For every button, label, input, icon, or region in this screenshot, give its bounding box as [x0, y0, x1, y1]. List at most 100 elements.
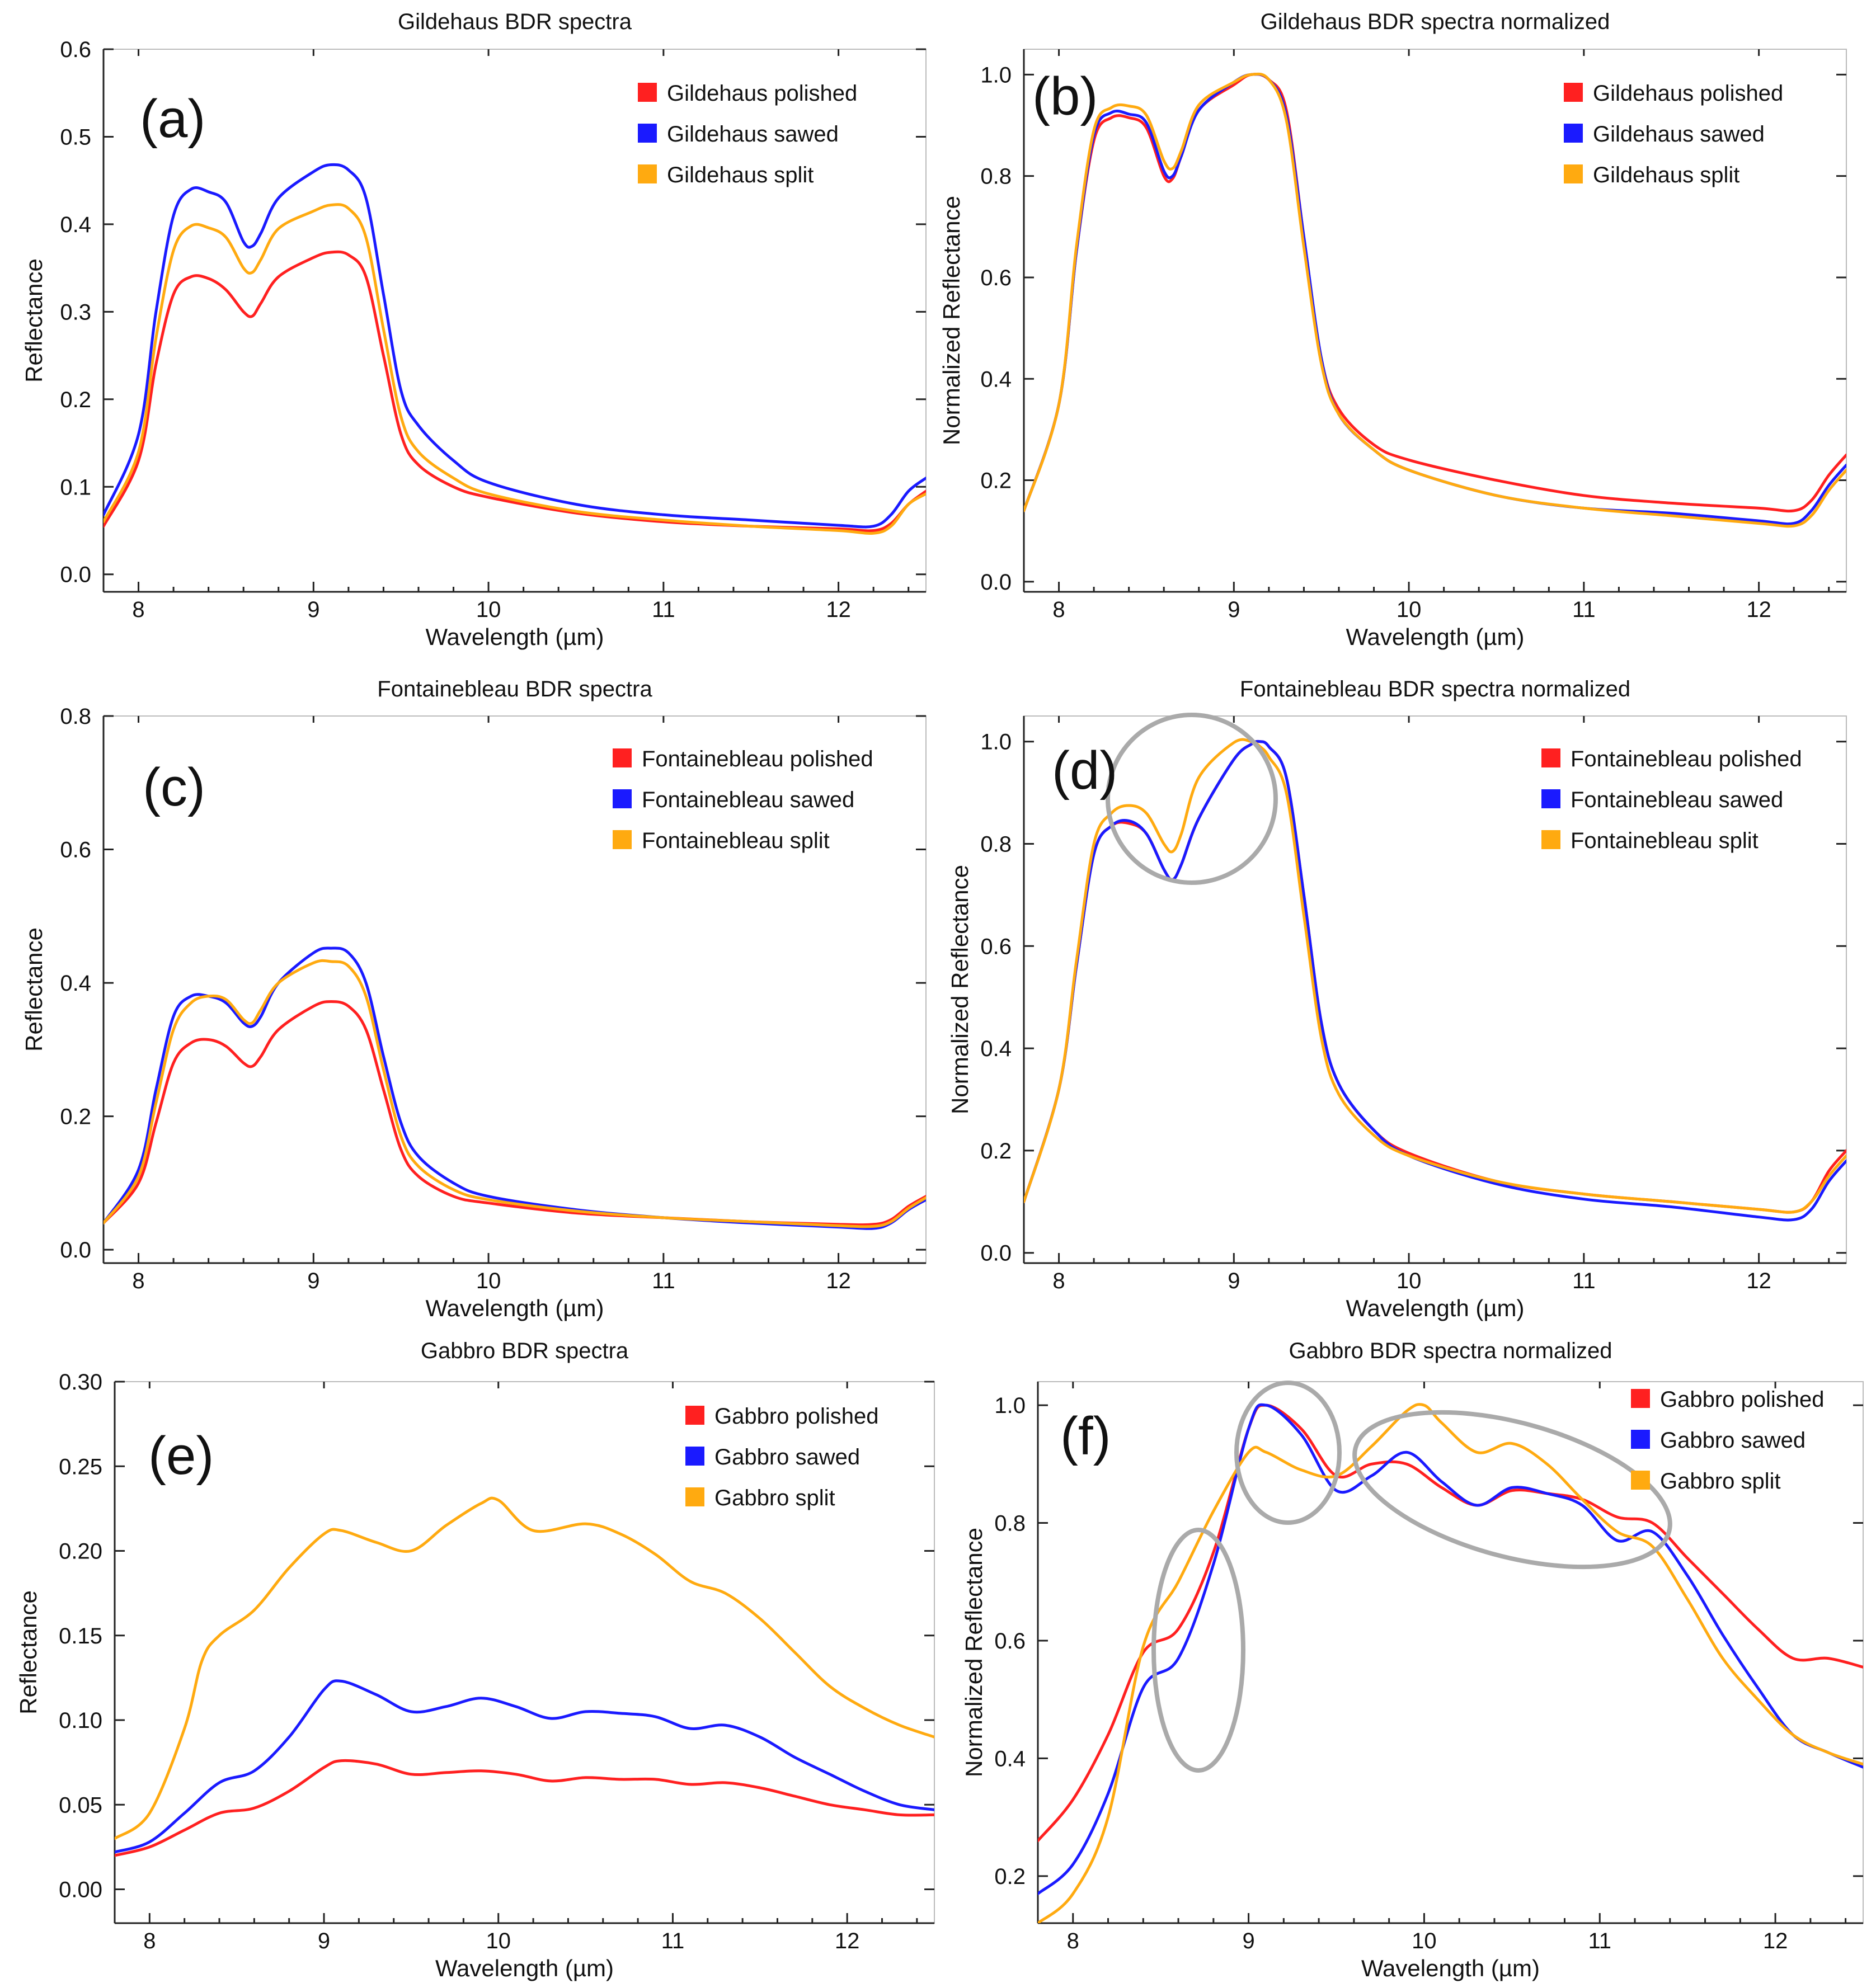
y-tick-label: 1.0 — [994, 1393, 1026, 1418]
legend-entry: Gabbro split — [1660, 1469, 1781, 1494]
legend-swatch — [1631, 1471, 1650, 1490]
y-tick-label: 0.30 — [59, 1370, 102, 1395]
x-tick-label: 8 — [132, 597, 144, 622]
legend-entry: Fontainebleau sawed — [642, 788, 854, 812]
y-tick-label: 0.1 — [60, 475, 91, 500]
x-tick-label: 8 — [1052, 1269, 1065, 1293]
x-tick-label: 12 — [1763, 1929, 1788, 1953]
x-tick-label: 12 — [826, 1269, 851, 1293]
y-tick-label: 0.5 — [60, 125, 91, 149]
x-tick-label: 8 — [143, 1929, 156, 1953]
chart-panel-a: Gildehaus BDR spectra 8 9 10 11 12 0.0 0.1 0.2 0.… — [21, 10, 927, 650]
y-tick-label: 1.0 — [980, 63, 1012, 87]
x-tick-label: 11 — [1588, 1929, 1611, 1953]
series-group — [1024, 72, 1846, 528]
series-line-fontainebleau-sawed — [1024, 739, 1846, 1222]
x-axis-label: Wavelength (µm) — [1361, 1955, 1540, 1981]
y-tick-label: 0.0 — [980, 570, 1012, 595]
y-axis-label: Reflectance — [21, 927, 47, 1052]
y-tick-label: 0.3 — [60, 300, 91, 324]
series-line-fontainebleau-split — [1024, 738, 1846, 1214]
legend-swatch — [685, 1487, 704, 1506]
legend: Gabbro polished Gabbro sawed Gabbro split — [1631, 1387, 1825, 1494]
legend-entry: Gildehaus split — [667, 163, 814, 187]
series-line-gildehaus-polished — [104, 250, 926, 533]
y-tick-label: 0.6 — [994, 1629, 1026, 1654]
y-tick-label: 0.8 — [980, 164, 1012, 189]
highlight-ellipse — [1106, 713, 1278, 885]
panel-tag: (d) — [1052, 741, 1117, 800]
y-axis-label: Normalized Reflectance — [947, 865, 973, 1114]
y-tick-label: 0.25 — [59, 1454, 102, 1479]
legend-swatch — [685, 1447, 704, 1466]
y-tick-label: 0.05 — [59, 1793, 102, 1817]
legend-entry: Gabbro sawed — [1660, 1428, 1806, 1453]
series-line-gabbro-split — [1038, 1403, 1863, 1923]
y-tick-label: 0.4 — [994, 1746, 1026, 1771]
chart-panel-d: Fontainebleau BDR spectra normalized 8 9 10… — [947, 677, 1847, 1321]
x-tick-label: 11 — [652, 597, 675, 622]
y-tick-label: 0.0 — [60, 563, 91, 587]
series-group — [1038, 1403, 1863, 1923]
legend-swatch — [638, 124, 657, 143]
y-tick-label: 0.4 — [980, 367, 1012, 392]
x-tick-label: 12 — [1746, 597, 1771, 622]
y-tick-label: 0.8 — [60, 704, 91, 729]
y-tick-label: 0.15 — [59, 1624, 102, 1648]
y-tick-label: 0.4 — [60, 971, 91, 996]
legend-entry: Gildehaus sawed — [1593, 122, 1765, 147]
panel-tag: (b) — [1032, 67, 1098, 126]
legend-entry: Gildehaus split — [1593, 163, 1739, 187]
series-line-gabbro-sawed — [1038, 1403, 1863, 1895]
chart-panel-b: Gildehaus BDR spectra normalized 8 9 10 11 12… — [938, 10, 1847, 650]
y-tick-label: 0.2 — [980, 469, 1012, 493]
x-tick-label: 9 — [307, 1269, 319, 1293]
x-tick-label: 9 — [307, 597, 319, 622]
y-tick-label: 0.4 — [980, 1037, 1012, 1061]
y-tick-label: 0.2 — [60, 1105, 91, 1129]
x-tick-label: 10 — [1412, 1929, 1437, 1953]
y-axis-label: Normalized Reflectance — [961, 1528, 987, 1777]
panel-tag: (a) — [140, 89, 205, 149]
y-axis-label: Normalized Reflectance — [938, 196, 965, 445]
x-axis-label: Wavelength (µm) — [1346, 1295, 1524, 1321]
series-line-gabbro-sawed — [115, 1679, 934, 1854]
x-axis-label: Wavelength (µm) — [425, 1295, 604, 1321]
legend-swatch — [685, 1406, 704, 1425]
y-tick-label: 0.8 — [980, 832, 1012, 857]
chart-title: Gabbro BDR spectra normalized — [1289, 1339, 1612, 1363]
y-tick-label: 0.6 — [60, 37, 91, 62]
legend-swatch — [638, 164, 657, 183]
series-line-gabbro-polished — [115, 1759, 934, 1857]
chart-panel-e: Gabbro BDR spectra 8 9 10 11 12 0.00 0.05 0.10 0.… — [15, 1339, 935, 1981]
series-group — [104, 946, 926, 1230]
chart-title: Gildehaus BDR spectra — [398, 10, 632, 34]
legend-entry: Fontainebleau polished — [1571, 747, 1802, 771]
x-tick-label: 9 — [318, 1929, 330, 1953]
x-tick-label: 10 — [1397, 1269, 1422, 1293]
chart-title: Gabbro BDR spectra — [421, 1339, 629, 1363]
y-tick-label: 1.0 — [980, 730, 1012, 755]
legend-swatch — [1541, 830, 1560, 849]
x-tick-label: 10 — [486, 1929, 511, 1953]
legend-swatch — [1564, 164, 1583, 183]
y-tick-label: 0.0 — [60, 1238, 91, 1263]
legend: Fontainebleau polished Fontainebleau sawe… — [613, 747, 873, 853]
legend: Gildehaus polished Gildehaus sawed Gildeha… — [1564, 81, 1783, 187]
series-line-gildehaus-sawed — [104, 163, 926, 529]
y-tick-label: 0.6 — [980, 934, 1012, 959]
legend-entry: Fontainebleau sawed — [1571, 788, 1783, 812]
y-axis-label: Reflectance — [15, 1590, 41, 1714]
y-tick-label: 0.20 — [59, 1539, 102, 1564]
y-tick-label: 0.2 — [60, 388, 91, 412]
legend: Gabbro polished Gabbro sawed Gabbro split — [685, 1404, 879, 1510]
y-tick-label: 0.6 — [980, 266, 1012, 290]
legend-entry: Gabbro polished — [1660, 1387, 1825, 1412]
x-axis-label: Wavelength (µm) — [1346, 624, 1524, 650]
x-tick-label: 9 — [1228, 597, 1240, 622]
legend-swatch — [1541, 748, 1560, 767]
x-tick-label: 8 — [1052, 597, 1065, 622]
x-tick-label: 9 — [1242, 1929, 1254, 1953]
legend-entry: Fontainebleau polished — [642, 747, 873, 771]
